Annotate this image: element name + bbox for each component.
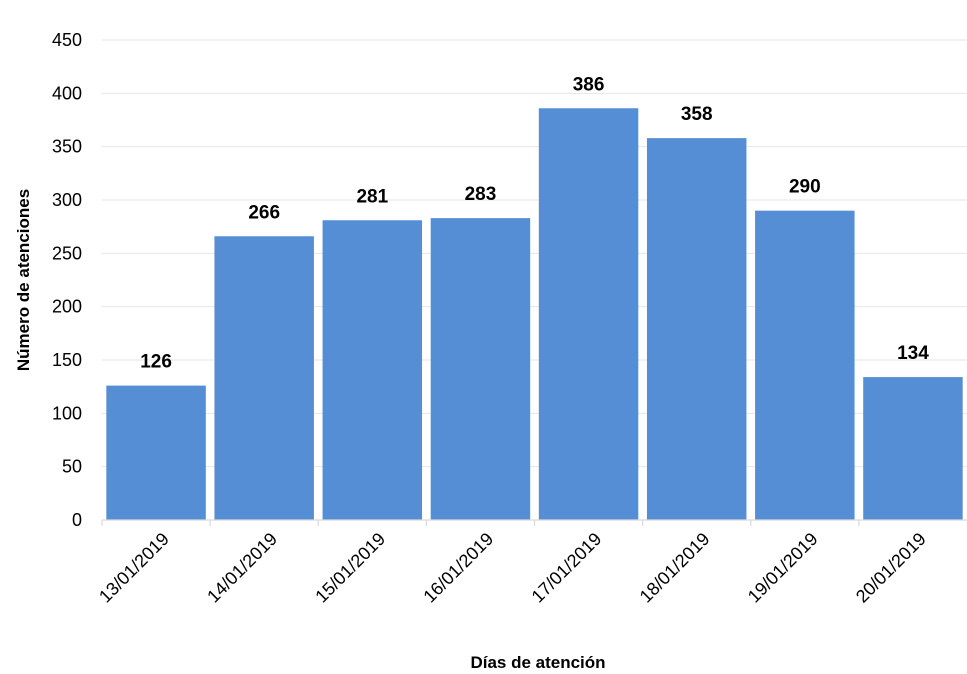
x-tick-label: 17/01/2019 [528,529,606,607]
bars [106,108,963,521]
data-label: 290 [789,177,821,198]
x-tick-label: 13/01/2019 [95,529,173,607]
bar [214,236,314,520]
bar [538,108,639,521]
bar [863,377,963,520]
x-axis-title: Días de atención [470,653,605,672]
bar [106,385,206,520]
x-tick-label: 18/01/2019 [636,529,714,607]
data-label: 386 [573,74,605,95]
data-label: 358 [681,104,713,125]
y-tick-label: 100 [52,403,82,423]
y-tick-label: 250 [52,243,82,263]
y-tick-label: 300 [52,190,82,210]
y-tick-labels: 0 50 100 150 200 250 300 350 400 450 [52,30,82,530]
y-tick-label: 400 [52,83,82,103]
y-tick-label: 200 [52,297,82,317]
x-tick-labels: 13/01/2019 14/01/2019 15/01/2019 16/01/2019… [95,529,930,607]
data-label: 283 [465,184,497,205]
axes [101,519,967,526]
x-tick-label: 16/01/2019 [419,529,497,607]
x-tick-label: 15/01/2019 [311,529,389,607]
y-tick-label: 50 [62,457,82,477]
data-label: 266 [248,202,280,223]
y-tick-label: 450 [52,30,82,50]
data-label: 134 [897,343,929,364]
x-tick-label: 14/01/2019 [203,529,281,607]
data-label: 281 [356,186,388,207]
y-tick-label: 0 [72,510,82,530]
x-tick-label: 19/01/2019 [744,529,822,607]
data-labels: 126 266 281 283 386 358 290 134 [140,74,929,372]
bar [646,138,747,520]
y-tick-label: 350 [52,137,82,157]
bar [430,218,531,520]
y-tick-label: 150 [52,350,82,370]
x-tick-label: 20/01/2019 [852,529,930,607]
data-label: 126 [140,352,172,373]
y-axis-title: Número de atenciones [14,189,33,371]
bar [755,210,855,520]
bar [322,220,423,520]
